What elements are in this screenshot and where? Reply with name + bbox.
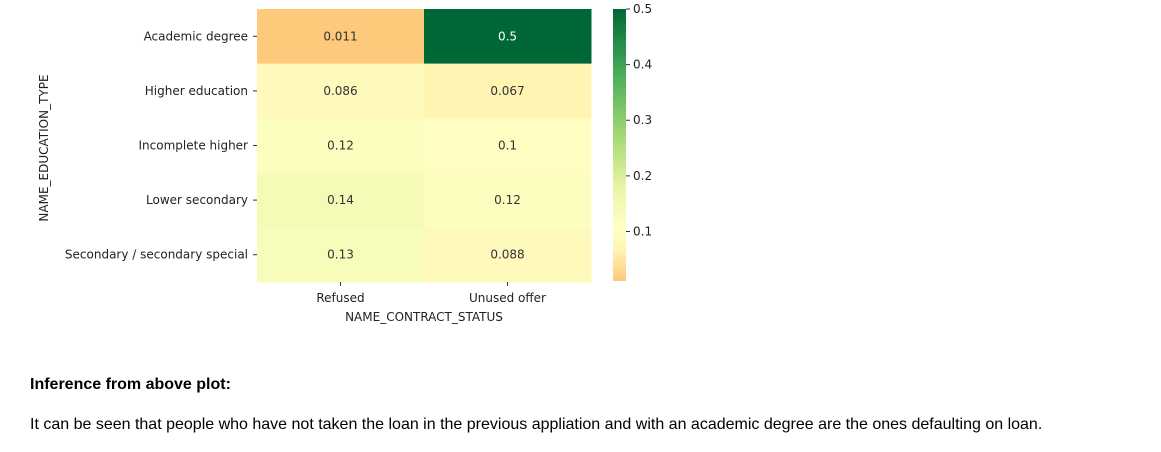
- colorbar: [613, 9, 626, 281]
- heatmap-cell: [424, 172, 592, 228]
- colorbar-tick-label: 0.1: [633, 224, 652, 238]
- colorbar-ticks: 0.1 0.2 0.3 0.4 0.5: [626, 2, 652, 238]
- x-tick-labels: Refused Unused offer: [316, 282, 546, 305]
- heatmap-cells: [257, 9, 592, 283]
- heatmap-cell: [424, 9, 592, 65]
- cell-value-label: 0.1: [498, 139, 517, 153]
- y-tick-label: Academic degree: [144, 29, 248, 43]
- heatmap-cell: [257, 118, 425, 174]
- inference-heading: Inference from above plot:: [30, 376, 231, 393]
- cell-value-label: 0.14: [327, 193, 354, 207]
- inference-text: It can be seen that people who have not …: [30, 416, 1043, 433]
- x-axis-label: NAME_CONTRACT_STATUS: [345, 310, 503, 324]
- cell-value-label: 0.086: [323, 84, 357, 98]
- heatmap-cell-labels: 0.011 0.5 0.086 0.067 0.12 0.1 0.14 0.12 0.13 0.0…: [323, 29, 524, 261]
- heatmap-cell: [424, 63, 592, 119]
- y-tick-label: Secondary / secondary special: [65, 248, 248, 262]
- y-tick-label: Incomplete higher: [139, 139, 249, 153]
- colorbar-tick-label: 0.2: [633, 169, 652, 183]
- y-axis-label: NAME_EDUCATION_TYPE: [37, 74, 51, 221]
- cell-value-label: 0.12: [494, 193, 521, 207]
- x-tick-label: Unused offer: [469, 291, 546, 305]
- cell-value-label: 0.12: [327, 139, 354, 153]
- heatmap-chart: 0.011 0.5 0.086 0.067 0.12 0.1 0.14 0.12 0.13 0.0…: [37, 2, 652, 324]
- heatmap-cell: [257, 63, 425, 119]
- heatmap-cell: [257, 227, 425, 283]
- heatmap-cell: [257, 172, 425, 228]
- colorbar-tick-label: 0.5: [633, 2, 652, 16]
- y-tick-label: Lower secondary: [146, 193, 248, 207]
- cell-value-label: 0.067: [490, 84, 524, 98]
- colorbar-tick-label: 0.4: [633, 58, 652, 72]
- heatmap-cell: [424, 227, 592, 283]
- y-tick-label: Higher education: [145, 84, 248, 98]
- heatmap-cell: [257, 9, 425, 65]
- cell-value-label: 0.5: [498, 29, 517, 43]
- cell-value-label: 0.13: [327, 248, 354, 262]
- cell-value-label: 0.011: [323, 29, 357, 43]
- y-tick-labels: Academic degree Higher education Incomplet…: [65, 29, 257, 262]
- cell-value-label: 0.088: [490, 248, 524, 262]
- heatmap-cell: [424, 118, 592, 174]
- x-tick-label: Refused: [316, 291, 364, 305]
- colorbar-tick-label: 0.3: [633, 113, 652, 127]
